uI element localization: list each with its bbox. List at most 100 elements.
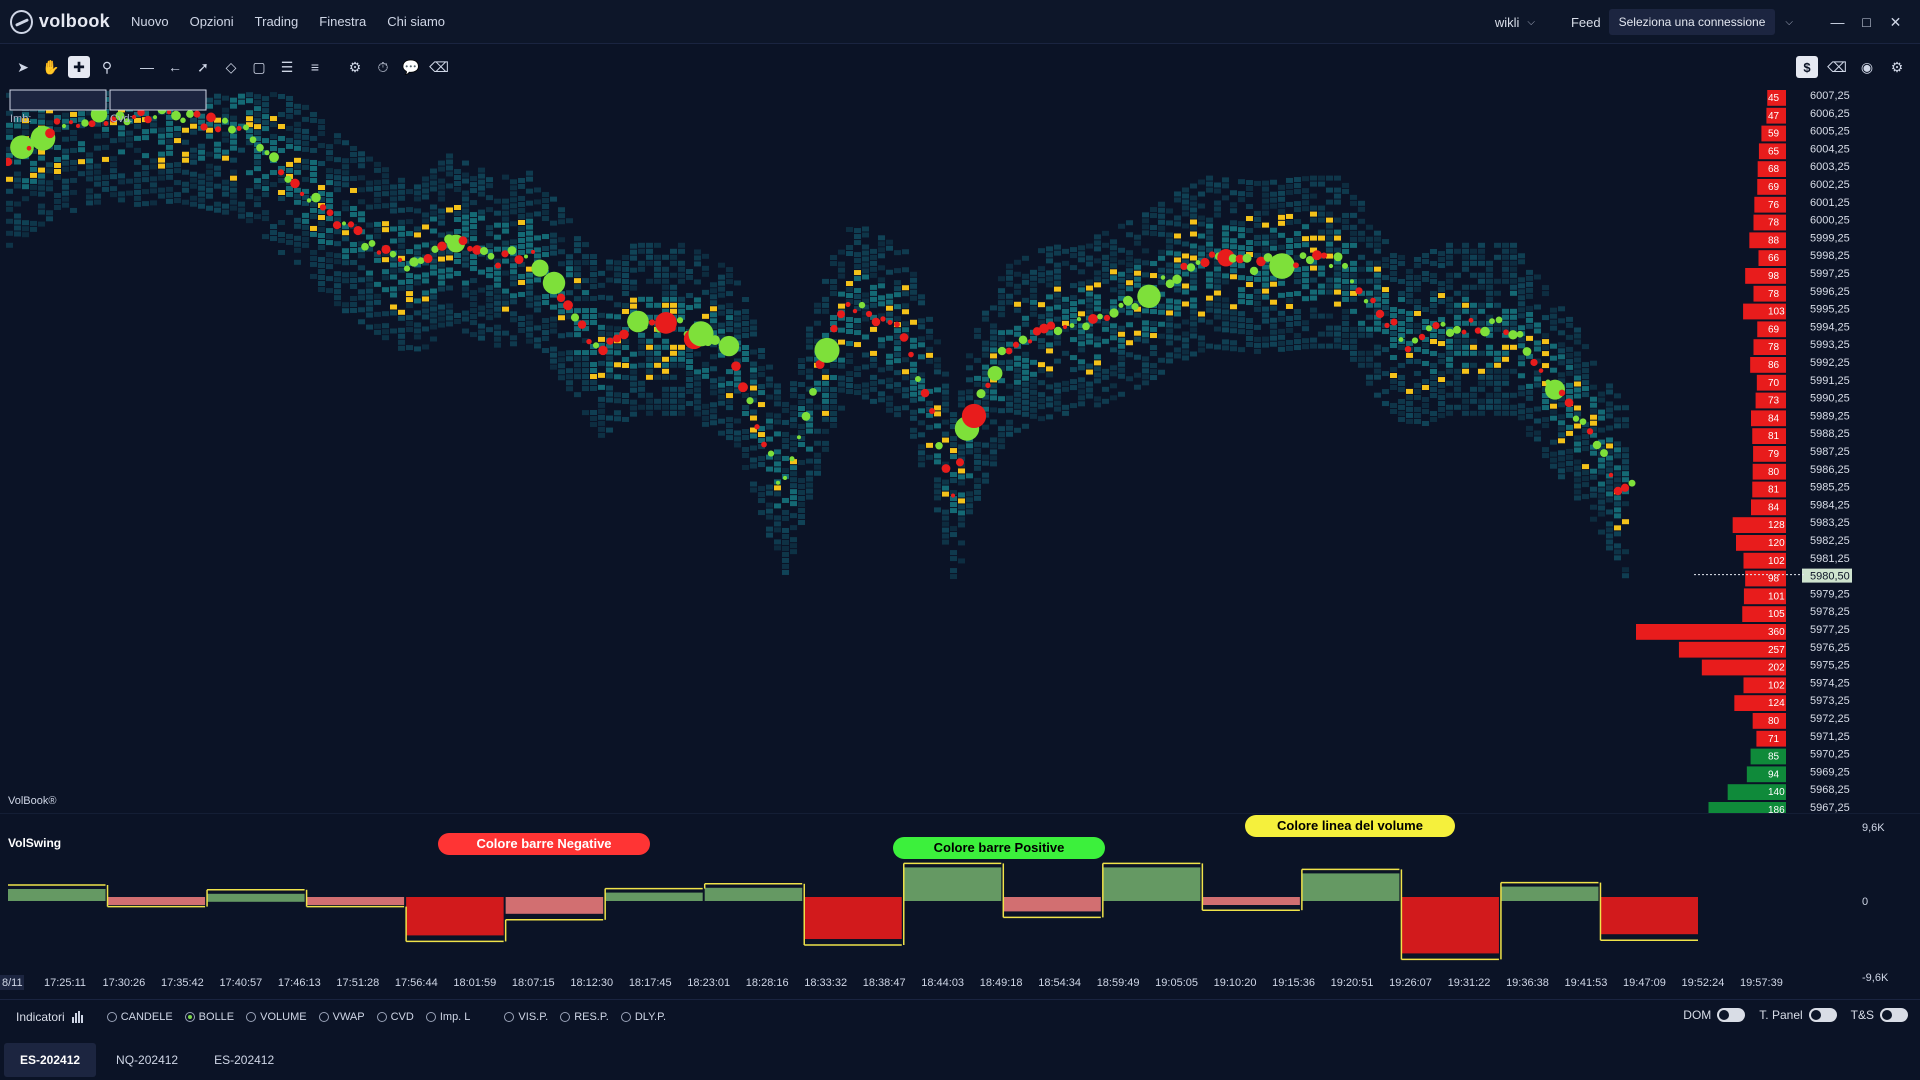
heatmap-cell <box>670 410 677 416</box>
heatmap-cell <box>1518 355 1525 361</box>
trend-line-icon[interactable]: ➚ <box>197 58 209 75</box>
heatmap-cell <box>670 284 677 290</box>
horizontal-line-icon[interactable]: — <box>140 59 154 75</box>
maximize-icon[interactable]: □ <box>1862 14 1871 30</box>
timer-icon[interactable]: ⏱ <box>377 58 389 75</box>
close-icon[interactable]: ✕ <box>1889 13 1902 30</box>
heatmap-cell <box>358 265 365 271</box>
volswing-panel[interactable]: VolSwing Colore barre Negative Colore lin… <box>0 812 1920 999</box>
heatmap-cell <box>30 178 37 184</box>
heatmap-cell <box>438 310 445 316</box>
hand-icon[interactable]: ✋ <box>42 58 60 75</box>
eraser-icon[interactable]: ⌫ <box>429 58 449 75</box>
heatmap-cell <box>1614 393 1621 399</box>
radio-cvd[interactable]: CVD <box>376 1011 414 1023</box>
comment-icon[interactable]: 💬 <box>402 58 420 75</box>
heatmap-cell <box>702 313 709 319</box>
heatmap-cell <box>438 262 445 268</box>
heatmap-cell <box>1366 356 1373 362</box>
radio-volume[interactable]: VOLUME <box>246 1011 307 1023</box>
heatmap-cell <box>998 300 1005 306</box>
heatmap-cell <box>1038 362 1045 368</box>
channel-icon[interactable]: ☰ <box>280 58 294 75</box>
heatmap-cell <box>1494 386 1501 392</box>
menu-item-opzioni[interactable]: Opzioni <box>189 14 234 29</box>
connection-chevron-down-icon[interactable]: ⌵ <box>1785 16 1793 28</box>
negative-bubble <box>53 118 61 125</box>
dom-toggle[interactable]: DOM <box>1683 1008 1746 1022</box>
heatmap-cell <box>1494 380 1501 386</box>
heatmap-cell <box>494 282 501 288</box>
heatmap-chart[interactable]: 4547596568697678886698781036978867073848… <box>3 88 1860 1050</box>
heatmap-cell <box>1022 357 1029 363</box>
tab-nq-202412[interactable]: NQ-202412 <box>116 1053 179 1067</box>
ts-toggle[interactable]: T&S <box>1851 1008 1908 1022</box>
cursor-icon[interactable]: ➤ <box>17 58 29 75</box>
fib-icon[interactable]: ◇ <box>225 58 237 75</box>
heatmap-cell <box>1014 355 1021 361</box>
heatmap-cell <box>142 189 149 195</box>
heatmap-cell <box>110 192 117 198</box>
menu-item-trading[interactable]: Trading <box>254 14 299 29</box>
user-name[interactable]: wikli <box>1494 14 1520 30</box>
volume-profile-value: 78 <box>1768 289 1780 300</box>
radio-bolle[interactable]: BOLLE <box>184 1011 234 1023</box>
rectangle-icon[interactable]: ▢ <box>252 58 266 75</box>
time-axis-label: 18:17:45 <box>629 977 672 989</box>
record-icon[interactable]: ◉ <box>1860 58 1874 75</box>
radio-vis-p[interactable]: VIS.P. <box>504 1011 548 1023</box>
positive-bubble <box>221 117 229 124</box>
menu-item-finestra[interactable]: Finestra <box>319 14 367 29</box>
heatmap-cell <box>1046 282 1053 288</box>
ray-icon[interactable]: ← <box>168 59 182 75</box>
dollar-icon[interactable]: $ <box>1796 56 1818 78</box>
radio-candele[interactable]: CANDELE <box>106 1011 173 1023</box>
indicators-button[interactable]: Indicatori <box>16 1010 83 1024</box>
heatmap-cell <box>982 472 989 478</box>
radio-dly-p[interactable]: DLY.P. <box>620 1011 666 1023</box>
heatmap-cell <box>902 291 909 297</box>
tab-es-202412[interactable]: ES-202412 <box>4 1043 97 1077</box>
connection-select[interactable]: Seleziona una connessione <box>1608 9 1776 35</box>
t-panel-toggle[interactable]: T. Panel <box>1759 1008 1837 1022</box>
heatmap-cell <box>190 153 197 159</box>
heatmap-cell <box>1030 305 1037 311</box>
heatmap-cell <box>1590 402 1597 408</box>
zoom-icon[interactable]: ⚲ <box>101 58 113 75</box>
heatmap-cell <box>734 358 741 364</box>
heatmap-cell <box>646 248 653 254</box>
heatmap-cell <box>1462 350 1469 356</box>
radio-vwap[interactable]: VWAP <box>318 1011 365 1023</box>
heatmap-cell <box>934 405 941 411</box>
radio-res-p[interactable]: RES.P. <box>560 1011 609 1023</box>
heatmap-cell <box>598 324 605 330</box>
lines-icon[interactable]: ≡ <box>310 59 320 75</box>
radio-imp-l[interactable]: Imp. L <box>425 1011 470 1023</box>
heatmap-cell <box>1438 281 1445 287</box>
menu-item-nuovo[interactable]: Nuovo <box>131 14 169 29</box>
user-chevron-down-icon[interactable]: ⌵ <box>1527 16 1535 28</box>
heatmap-cell <box>1454 392 1461 398</box>
heatmap-cell <box>1078 401 1085 407</box>
date-label: 8/11 <box>2 977 23 989</box>
crosshair-icon[interactable]: ✚ <box>68 56 90 78</box>
volume-profile-value: 124 <box>1768 698 1785 709</box>
heatmap-cell <box>1598 493 1605 499</box>
heatmap-cell <box>1390 331 1397 337</box>
chart-area[interactable]: 45 47 59 65 68 69 76 78 88 66 98 78 103 69 78 86 70 73 84 8… <box>3 88 1860 1050</box>
tab-es-202412-2[interactable]: ES-202412 <box>214 1053 275 1067</box>
heatmap-cell <box>958 402 965 408</box>
heatmap-cell <box>1470 350 1477 356</box>
heatmap-cell <box>1550 307 1557 313</box>
heatmap-cell <box>1270 317 1277 323</box>
settings-sliders-icon[interactable]: ⚙ <box>348 58 362 75</box>
heatmap-cell <box>1302 266 1309 272</box>
eraser-icon[interactable]: ⌫ <box>1827 58 1847 75</box>
heatmap-cell <box>694 249 701 255</box>
menu-item-chi-siamo[interactable]: Chi siamo <box>387 14 446 29</box>
heatmap-cell <box>1190 285 1197 291</box>
heatmap-cell <box>838 405 845 411</box>
gear-icon[interactable]: ⚙ <box>1890 58 1904 75</box>
minimize-icon[interactable]: — <box>1830 14 1845 30</box>
